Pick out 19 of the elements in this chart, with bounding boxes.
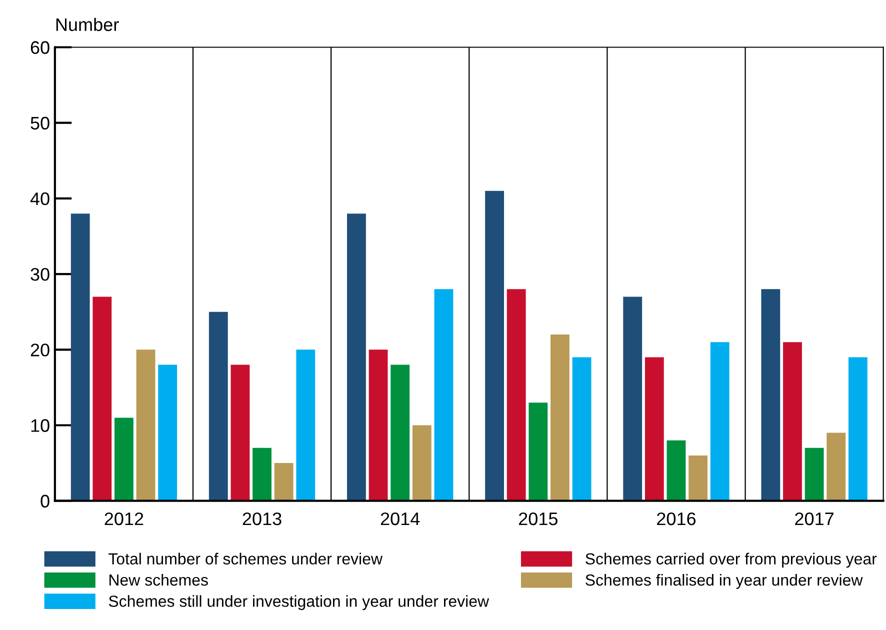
x-tick-label: 2014 [380,512,420,526]
y-tick-label: 20 [30,344,50,356]
y-tick-label: 40 [30,192,50,206]
legend-label: Schemes carried over from previous year [586,552,877,568]
y-tick-label: 0 [40,494,50,508]
y-tick-label: 50 [30,116,50,130]
x-tick-label: 2013 [242,512,282,526]
x-tick-label: 2012 [104,512,144,526]
x-tick-label: 2015 [519,512,558,526]
legend-label: Schemes finalised in year under review [586,574,863,589]
x-tick-label: 2016 [657,512,696,526]
y-tick-label: 10 [31,419,50,432]
y-tick-label: 30 [30,268,50,281]
x-tick-label: 2017 [795,512,834,526]
legend-label: New schemes [110,574,208,586]
y-axis-title: Number [56,18,119,32]
legend-label: Total number of schemes under review [108,552,383,565]
legend-label: Schemes still under investigation in year under review [108,595,490,610]
y-tick-label: 60 [30,41,50,54]
